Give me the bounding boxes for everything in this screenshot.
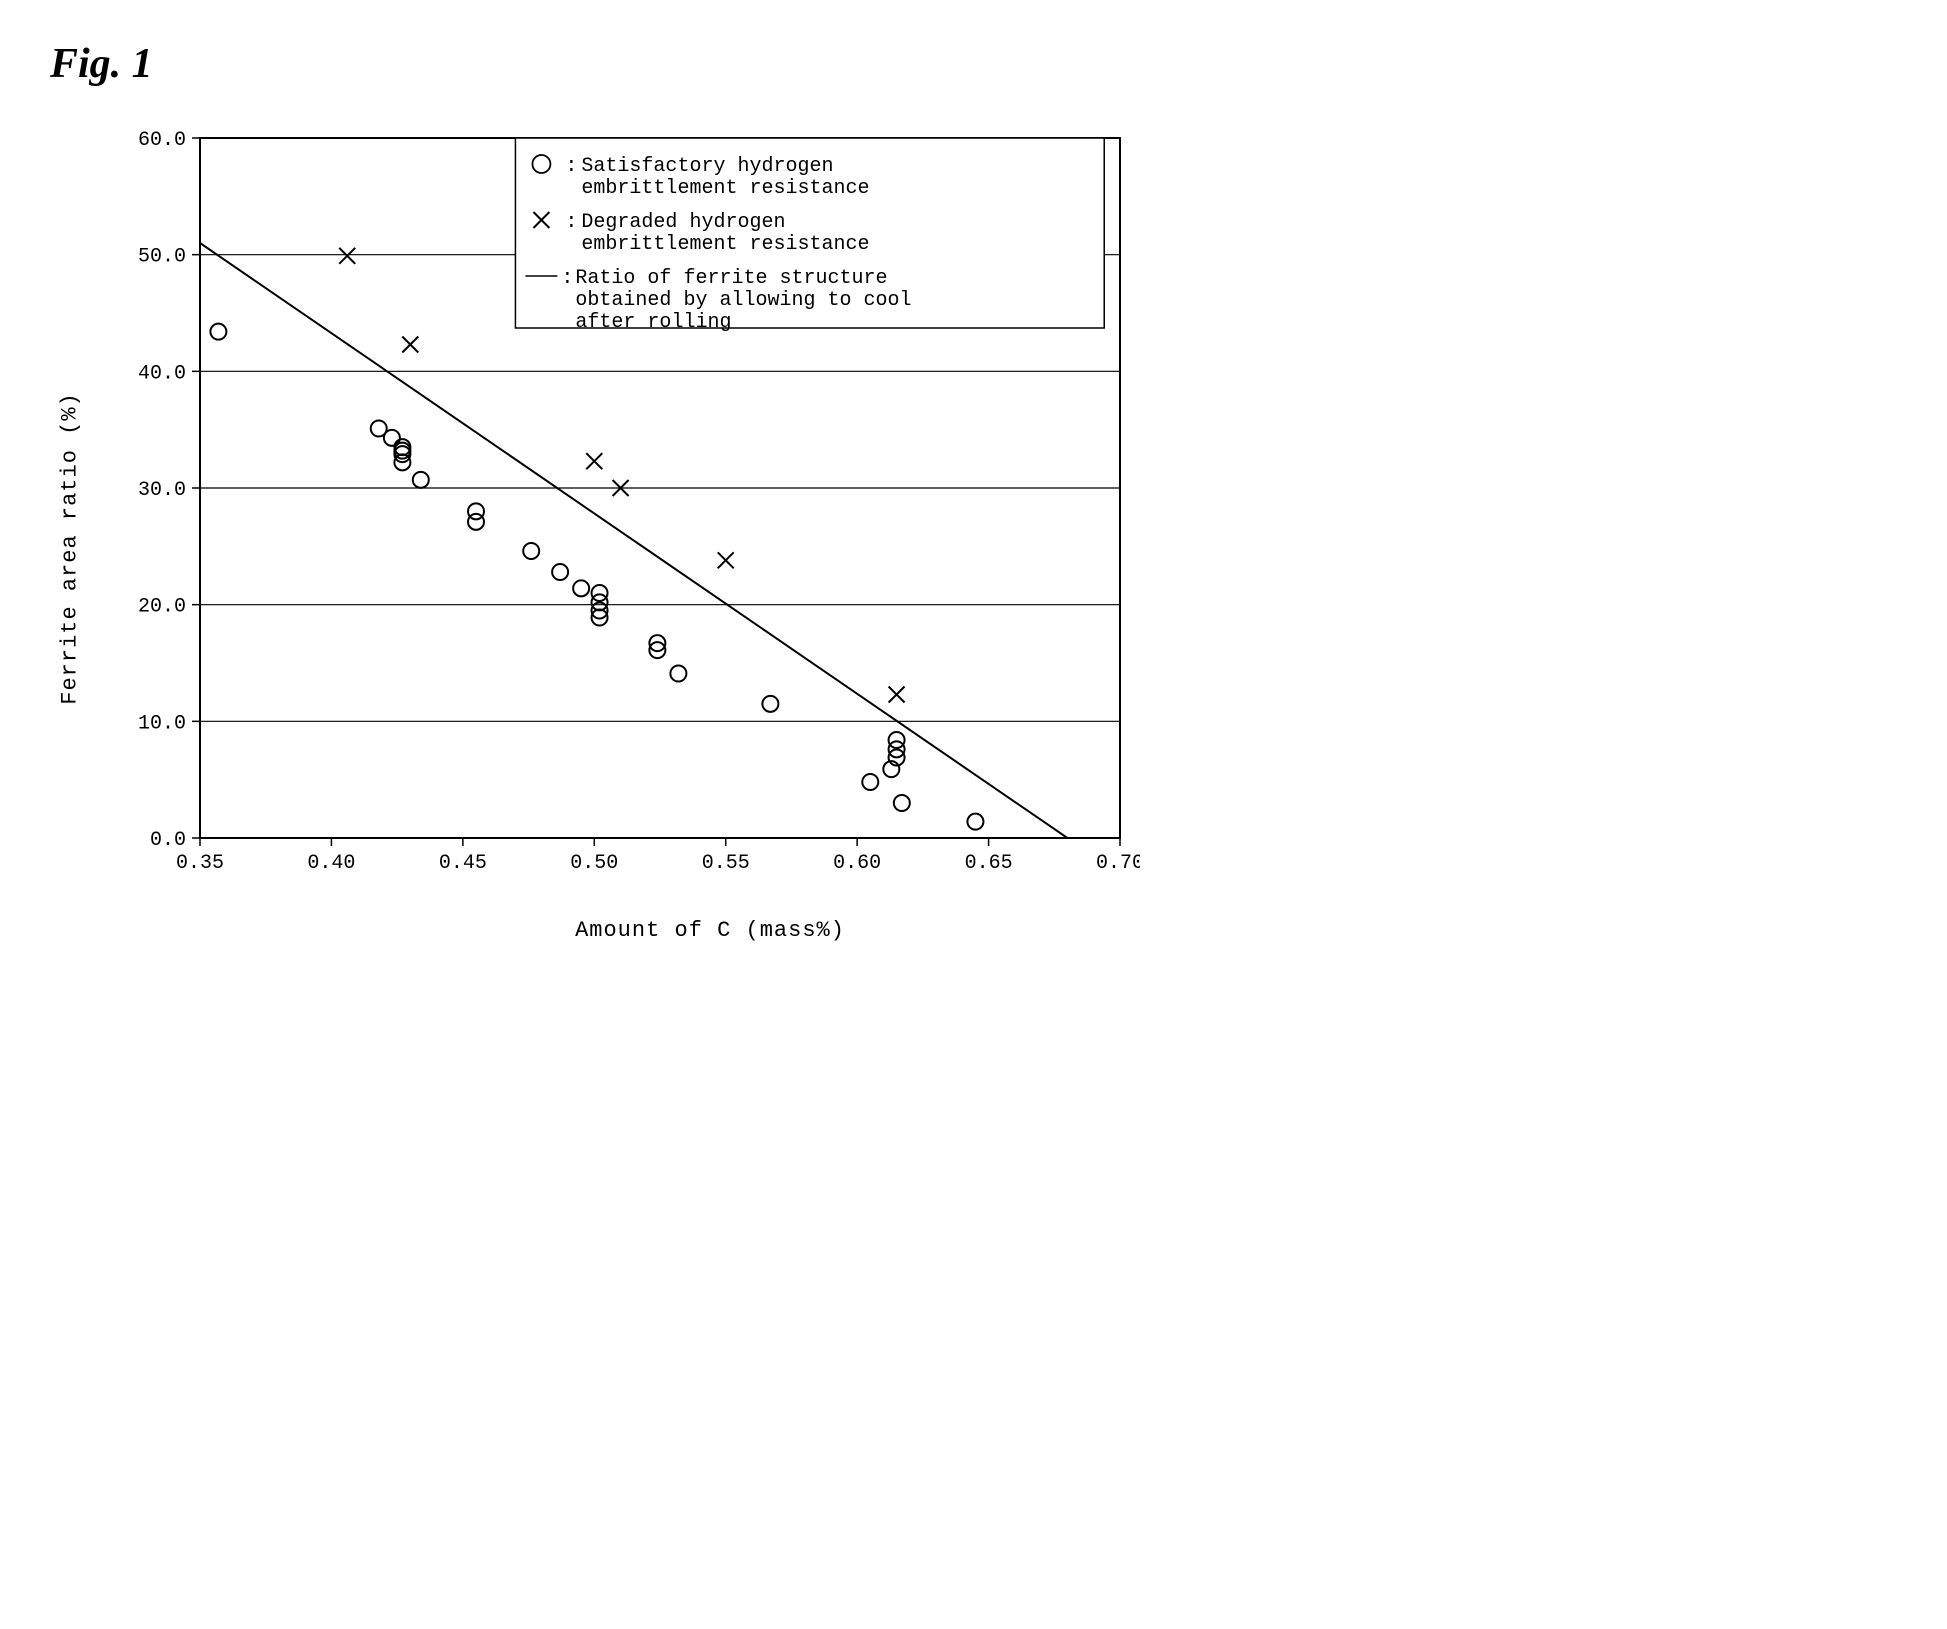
figure-title: Fig. 1	[50, 40, 1240, 88]
legend-text: :	[565, 155, 577, 178]
legend-text: Ratio of ferrite structure	[575, 267, 887, 290]
x-tick-label: 0.50	[570, 852, 618, 875]
chart-wrapper: Ferrite area ratio (%) 0.010.020.030.040…	[120, 128, 1240, 943]
y-tick-label: 30.0	[138, 479, 186, 502]
legend-text: Satisfactory hydrogen	[581, 155, 833, 178]
x-tick-label: 0.35	[176, 852, 224, 875]
y-tick-label: 20.0	[138, 596, 186, 619]
legend: :Satisfactory hydrogenembrittlement resi…	[515, 138, 1104, 334]
x-tick-label: 0.40	[307, 852, 355, 875]
x-tick-label: 0.55	[702, 852, 750, 875]
legend-text: obtained by allowing to cool	[575, 289, 911, 312]
y-tick-label: 60.0	[138, 129, 186, 152]
legend-text: after rolling	[575, 311, 731, 334]
legend-text: embrittlement resistance	[581, 177, 869, 200]
x-tick-label: 0.60	[833, 852, 881, 875]
legend-text: embrittlement resistance	[581, 233, 869, 256]
x-axis-label: Amount of C (mass%)	[180, 918, 1240, 943]
figure-container: Fig. 1 Ferrite area ratio (%) 0.0 10.0 20.…	[40, 40, 1240, 943]
y-tick-label: 0.0	[150, 829, 186, 852]
y-tick-label: 10.0	[138, 712, 186, 735]
y-tick-label: 50.0	[138, 246, 186, 269]
scatter-chart: 0.0 10.0 20.0 30.0 40.0 50.0 60.0 0.35 0.40 0.45 0…	[120, 128, 1140, 888]
x-tick-label: 0.45	[439, 852, 487, 875]
legend-text: Degraded hydrogen	[581, 211, 785, 234]
x-tick-label: 0.65	[965, 852, 1013, 875]
legend-text: :	[561, 267, 573, 290]
y-tick-label: 40.0	[138, 362, 186, 385]
x-tick-label: 0.70	[1096, 852, 1140, 875]
y-axis-label: Ferrite area ratio (%)	[58, 392, 83, 704]
legend-text: :	[565, 211, 577, 234]
